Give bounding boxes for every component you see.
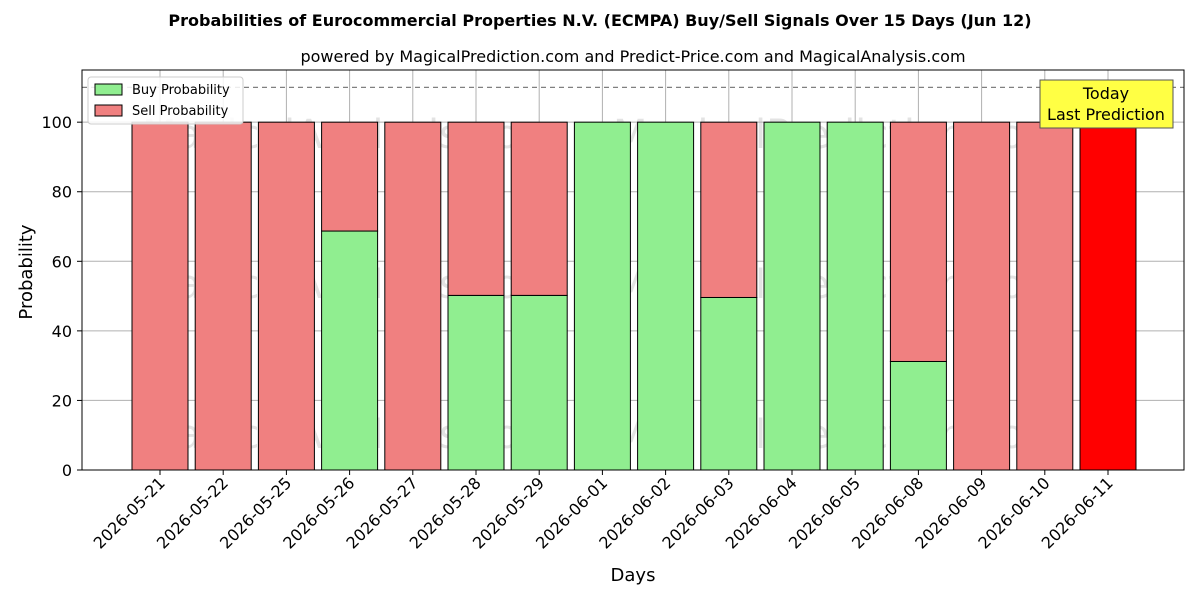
annotation-text: Last Prediction bbox=[1047, 105, 1165, 124]
sell-bar bbox=[321, 121, 379, 232]
sell-bar bbox=[384, 121, 442, 471]
buy-bar bbox=[826, 121, 884, 471]
y-tick-label: 60 bbox=[52, 252, 72, 271]
x-axis-label: Days bbox=[611, 565, 656, 586]
sell-bar bbox=[257, 121, 315, 471]
buy-bar bbox=[889, 360, 947, 471]
chart-subtitle: powered by MagicalPrediction.com and Pre… bbox=[300, 47, 965, 66]
legend-box bbox=[87, 76, 244, 125]
legend: Buy Probability Sell Probability bbox=[87, 76, 244, 125]
annotation-box bbox=[1039, 79, 1174, 129]
sell-bar bbox=[953, 121, 1011, 471]
sell-bar bbox=[131, 121, 189, 471]
legend-swatch bbox=[94, 83, 123, 96]
sell-bar bbox=[1016, 121, 1074, 471]
y-tick-label: 0 bbox=[62, 461, 72, 480]
legend-label: Buy Probability bbox=[132, 83, 230, 98]
sell-bar bbox=[194, 121, 252, 471]
bars-layer bbox=[82, 86, 1184, 471]
y-tick-label: 20 bbox=[52, 391, 72, 410]
legend-swatch bbox=[94, 104, 123, 117]
plot-frame bbox=[81, 69, 1185, 471]
legend-label: Sell Probability bbox=[132, 104, 229, 119]
sell-bar bbox=[1079, 121, 1137, 471]
buy-bar bbox=[637, 121, 695, 471]
chart-title: Probabilities of Eurocommercial Properti… bbox=[168, 11, 1031, 30]
buy-bar bbox=[321, 230, 379, 471]
y-tick-label: 100 bbox=[41, 113, 72, 132]
sell-bar bbox=[889, 121, 947, 362]
buy-bar bbox=[447, 294, 505, 471]
annotation-text: Today bbox=[1082, 84, 1129, 103]
sell-bar bbox=[447, 121, 505, 296]
today-annotation: Today Last Prediction bbox=[1039, 79, 1174, 129]
buy-bar bbox=[510, 294, 568, 471]
sell-bar bbox=[700, 121, 758, 298]
buy-bar bbox=[763, 121, 821, 471]
sell-bar bbox=[510, 121, 568, 296]
y-tick-label: 40 bbox=[52, 322, 72, 341]
buy-bar bbox=[573, 121, 631, 471]
y-tick-label: 80 bbox=[52, 183, 72, 202]
y-axis-label: Probability bbox=[16, 224, 37, 319]
buy-bar bbox=[700, 296, 758, 471]
